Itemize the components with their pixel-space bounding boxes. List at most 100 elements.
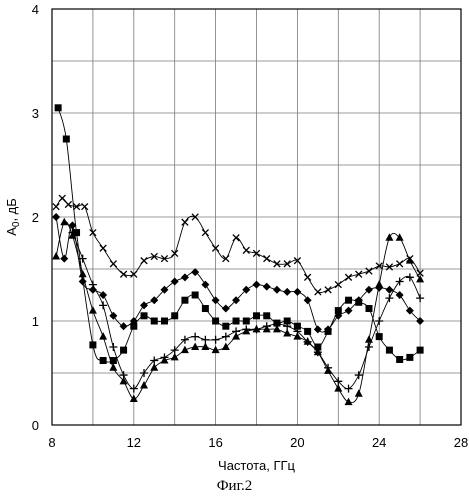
y-tick-label: 1	[32, 314, 39, 329]
y-tick-label: 0	[32, 418, 39, 433]
data-point	[375, 280, 383, 288]
data-point	[386, 347, 393, 354]
x-tick-label: 24	[372, 435, 386, 450]
y-axis-label-rest: , дБ	[4, 198, 19, 221]
data-point	[222, 305, 230, 313]
data-point	[171, 277, 179, 285]
data-point	[264, 255, 270, 261]
data-point	[100, 245, 106, 251]
data-point	[201, 281, 209, 289]
data-point	[151, 318, 158, 325]
data-point	[345, 274, 351, 280]
x-axis-ticks: 81216202428	[48, 435, 468, 450]
data-point	[202, 229, 208, 235]
data-point	[315, 289, 321, 295]
data-point	[365, 343, 373, 351]
data-point	[406, 354, 413, 361]
y-axis-ticks: 0 1 2 3 4	[32, 2, 39, 433]
data-point	[355, 371, 363, 379]
data-point	[141, 312, 148, 319]
data-point	[110, 261, 116, 267]
data-point	[202, 305, 209, 312]
data-point	[171, 353, 179, 361]
data-point	[52, 213, 60, 221]
data-point	[181, 346, 189, 354]
y-tick-label: 4	[32, 2, 39, 17]
data-point	[385, 233, 393, 241]
data-point	[417, 347, 424, 354]
data-point	[79, 270, 87, 278]
data-point	[253, 281, 261, 289]
data-point	[65, 201, 71, 207]
data-point	[89, 306, 97, 314]
series-line	[56, 198, 420, 292]
data-point	[233, 318, 240, 325]
data-point	[59, 195, 65, 201]
data-point	[304, 296, 312, 304]
data-point	[325, 328, 332, 335]
data-point	[355, 389, 363, 397]
data-point	[325, 287, 331, 293]
series-line	[56, 221, 420, 402]
x-tick-label: 8	[48, 435, 55, 450]
data-point	[304, 328, 311, 335]
data-point	[109, 343, 117, 351]
data-point	[130, 323, 137, 330]
data-point	[396, 356, 403, 363]
data-point	[120, 347, 127, 354]
data-point	[53, 203, 59, 209]
data-point	[100, 357, 107, 364]
data-point	[345, 385, 353, 393]
data-point	[385, 294, 393, 302]
data-point	[355, 299, 362, 306]
data-point	[99, 332, 107, 340]
data-point	[192, 292, 199, 299]
data-point	[396, 291, 404, 299]
data-point	[406, 273, 414, 281]
data-point	[161, 318, 168, 325]
data-point	[109, 312, 117, 320]
data-point	[191, 343, 199, 351]
data-point	[222, 343, 230, 351]
series-diamond	[52, 213, 424, 333]
data-point	[89, 341, 96, 348]
data-point	[55, 104, 62, 111]
data-point	[375, 317, 383, 325]
y-tick-label: 3	[32, 106, 39, 121]
data-point	[171, 312, 178, 319]
data-point	[406, 256, 414, 264]
data-point	[212, 336, 220, 344]
data-point	[243, 318, 250, 325]
data-point	[233, 235, 239, 241]
data-point	[191, 333, 199, 341]
data-point	[345, 297, 352, 304]
data-point	[181, 297, 188, 304]
data-point	[222, 323, 229, 330]
data-point	[52, 252, 60, 259]
x-tick-label: 16	[208, 435, 222, 450]
data-point	[182, 219, 188, 225]
data-point	[141, 257, 147, 263]
y-tick-label: 2	[32, 210, 39, 225]
data-point	[60, 255, 68, 263]
data-point	[253, 312, 260, 319]
series-x	[53, 195, 423, 295]
data-point	[222, 333, 230, 341]
series-square	[55, 104, 424, 364]
data-point	[212, 318, 219, 325]
data-point	[345, 398, 353, 406]
x-tick-label: 12	[127, 435, 141, 450]
data-point	[120, 271, 126, 277]
data-point	[396, 261, 402, 267]
data-point	[181, 273, 189, 281]
data-point	[304, 274, 310, 280]
data-point	[60, 218, 68, 226]
y-axis-label-main: A	[4, 227, 19, 236]
data-point	[293, 288, 301, 296]
data-point	[140, 381, 148, 389]
figure-caption: Фиг.2	[0, 478, 469, 495]
data-point	[243, 247, 249, 253]
y-axis-label: A0, дБ	[4, 198, 22, 236]
data-point	[356, 271, 362, 277]
data-point	[263, 312, 270, 319]
